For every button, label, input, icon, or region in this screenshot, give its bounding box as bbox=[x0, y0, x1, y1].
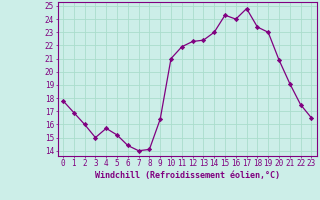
X-axis label: Windchill (Refroidissement éolien,°C): Windchill (Refroidissement éolien,°C) bbox=[95, 171, 280, 180]
